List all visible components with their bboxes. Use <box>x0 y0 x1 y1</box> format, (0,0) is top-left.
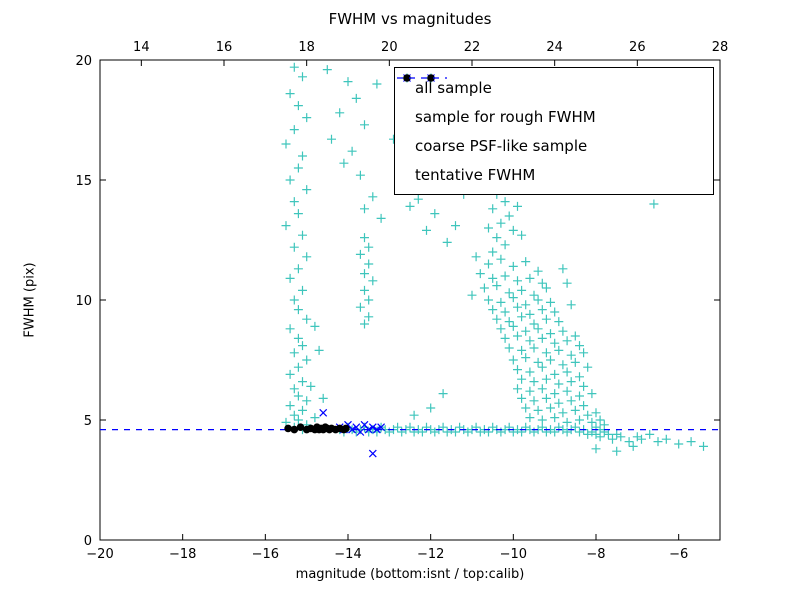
x-top-tick-label: 16 <box>216 40 233 55</box>
legend: all sample sample for rough FWHM coarse PS… <box>394 67 714 195</box>
x-bottom-tick-label: −8 <box>586 547 605 562</box>
x-top-tick-label: 28 <box>712 40 729 55</box>
y-tick-label: 5 <box>84 414 92 429</box>
legend-entry-1: sample for rough FWHM <box>395 74 713 131</box>
legend-marker-dashed-line-icon <box>397 77 447 79</box>
y-tick-label: 15 <box>75 174 92 189</box>
psf-sample-point <box>284 424 292 433</box>
x-bottom-tick-label: −14 <box>334 547 361 562</box>
x-axis-label: magnitude (bottom:isnt / top:calib) <box>295 567 525 582</box>
x-top-tick-label: 14 <box>133 40 150 55</box>
y-tick-label: 0 <box>84 534 92 549</box>
x-top-tick-label: 20 <box>381 40 398 55</box>
x-bottom-tick-label: −18 <box>169 547 196 562</box>
legend-label: tentative FWHM <box>415 165 536 184</box>
x-bottom-tick-label: −10 <box>500 547 527 562</box>
y-tick-label: 10 <box>75 294 92 309</box>
legend-marker-circle-icon <box>403 74 435 82</box>
legend-entry-2: coarse PSF-like sample <box>395 74 713 160</box>
legend-label: all sample <box>415 78 492 97</box>
legend-label: coarse PSF-like sample <box>415 136 588 155</box>
x-bottom-tick-label: −16 <box>252 547 279 562</box>
legend-entry-3: tentative FWHM <box>395 77 713 189</box>
psf-sample-point <box>296 423 305 432</box>
legend-label: sample for rough FWHM <box>415 107 596 126</box>
x-top-tick-label: 24 <box>546 40 563 55</box>
psf-sample-point <box>342 424 350 433</box>
x-top-tick-label: 18 <box>298 40 315 55</box>
y-axis-label: FWHM (pix) <box>22 262 38 338</box>
series-coarse-psf-like-sample <box>284 423 350 434</box>
x-bottom-tick-label: −6 <box>669 547 688 562</box>
x-top-tick-label: 26 <box>629 40 646 55</box>
chart-title: FWHM vs magnitudes <box>328 10 492 28</box>
y-tick-label: 20 <box>75 54 92 69</box>
x-bottom-tick-label: −12 <box>417 547 444 562</box>
psf-sample-point <box>290 425 299 434</box>
x-bottom-tick-label: −20 <box>86 547 113 562</box>
x-top-tick-label: 22 <box>464 40 481 55</box>
